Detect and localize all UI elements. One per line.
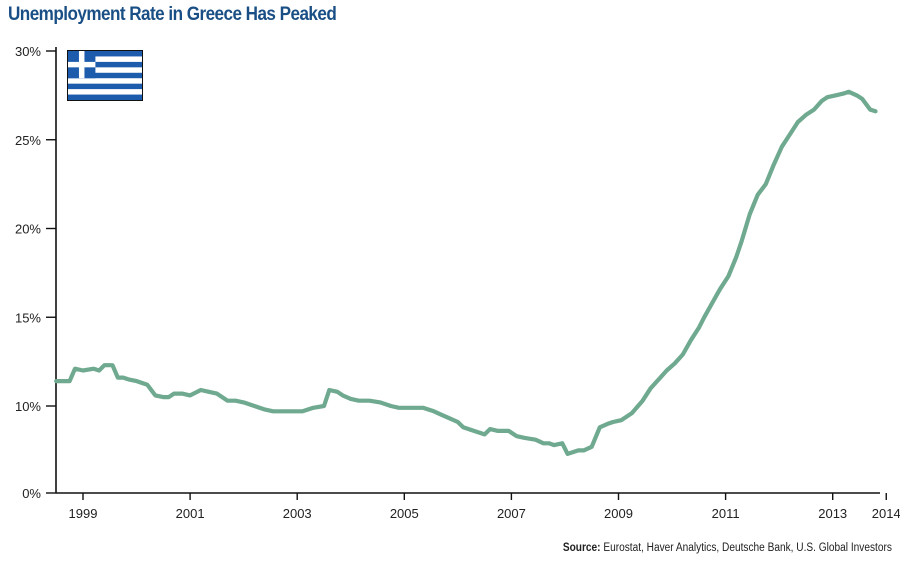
axes <box>55 47 880 494</box>
y-tick-label: 0% <box>22 486 41 501</box>
x-tick-label: 2009 <box>604 506 633 521</box>
flag-stripe <box>68 78 142 84</box>
y-tick-label: 30% <box>15 44 41 59</box>
x-axis-ticks: 1999 2001 2003 2005 2007 2009 2011 2013 2014 <box>69 493 900 521</box>
flag-stripe <box>68 67 142 73</box>
x-tick-label: 2001 <box>176 506 205 521</box>
x-tick-label: 2014 <box>872 506 900 521</box>
y-tick-label: 15% <box>15 310 41 325</box>
source-note: Source: Eurostat, Haver Analytics, Deuts… <box>563 542 892 554</box>
flag-stripe <box>68 89 142 95</box>
chart-title: Unemployment Rate in Greece Has Peaked <box>8 4 337 25</box>
y-tick-label: 20% <box>15 222 41 237</box>
x-tick-label: 2005 <box>390 506 419 521</box>
series-line-greece-unemployment <box>54 89 878 456</box>
source-text: Eurostat, Haver Analytics, Deutsche Bank… <box>600 542 892 554</box>
y-axis-ticks: 0% 10% 15% 20% 25% 30% <box>15 44 56 501</box>
greece-flag-graphic <box>68 51 142 100</box>
y-tick-label: 10% <box>15 399 41 414</box>
series-points <box>56 91 876 454</box>
source-label: Source: <box>562 542 601 554</box>
x-tick-label: 2011 <box>712 506 740 521</box>
greece-flag-icon <box>67 50 143 101</box>
y-tick-label: 25% <box>15 133 41 148</box>
x-tick-label: 2003 <box>283 506 312 521</box>
x-tick-label: 2013 <box>818 506 847 521</box>
flag-stripe <box>68 56 142 62</box>
x-tick-label: 1999 <box>69 506 98 521</box>
x-tick-label: 2007 <box>497 506 526 521</box>
